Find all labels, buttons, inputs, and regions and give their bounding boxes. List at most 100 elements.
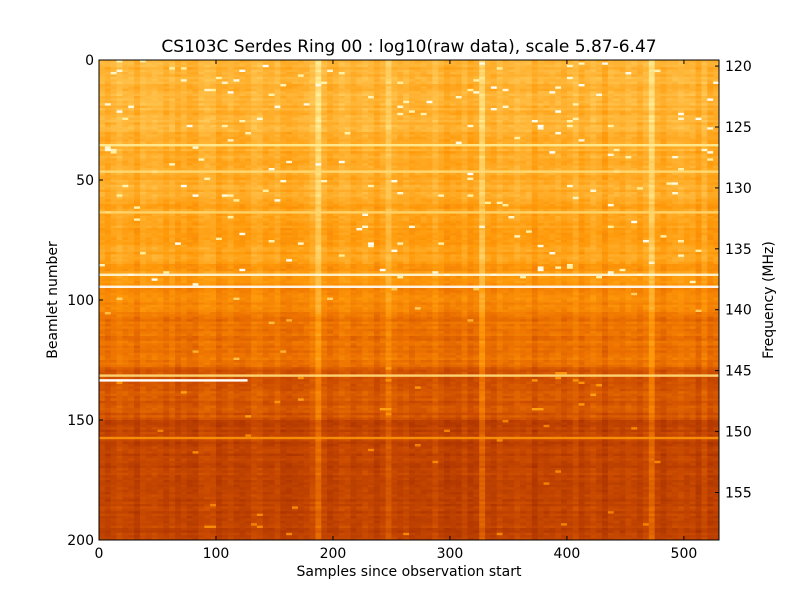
heatmap-cell [485,65,491,68]
heatmap-cell [655,74,661,77]
heatmap-cell [362,67,368,70]
heatmap-cell [368,134,374,137]
heatmap-cell [386,77,392,80]
heatmap-cell [368,98,374,101]
heatmap-cell [321,151,327,154]
heatmap-cell [374,132,380,135]
heatmap-cell [438,125,444,128]
heatmap-cell [239,89,245,92]
heatmap-cell [707,142,713,145]
heatmap-cell [216,168,222,171]
heatmap-cell [257,79,263,82]
heatmap-cell [269,96,275,99]
heatmap-cell [584,134,590,137]
heatmap-cell [239,130,245,133]
heatmap-cell [538,89,544,92]
heatmap-cell [122,163,128,166]
heatmap-cell [456,84,462,87]
heatmap-cell [544,77,550,80]
heatmap-cell [386,163,392,166]
heatmap-cell [520,122,526,125]
heatmap-cell [508,62,514,65]
heatmap-cell [421,122,427,125]
heatmap-cell [532,146,538,149]
heatmap-cell [678,101,684,104]
heatmap-cell [117,163,123,166]
heatmap-cell [105,125,111,128]
heatmap-cell [666,120,672,123]
heatmap-cell [263,127,269,130]
heatmap-cell [391,139,397,142]
heatmap-cell [555,84,561,87]
heatmap-cell [526,127,532,130]
heatmap-cell [497,163,503,166]
heatmap-cell [532,130,538,133]
heatmap-cell [590,168,596,171]
heatmap-cell [701,72,707,75]
heatmap-cell [497,132,503,135]
heatmap-cell [163,96,169,99]
heatmap-cell [163,108,169,111]
heatmap-cell [701,96,707,99]
heatmap-cell [298,115,304,118]
heatmap-cell [122,94,128,97]
heatmap-cell [602,120,608,123]
heatmap-cell [333,125,339,128]
heatmap-cell [333,122,339,125]
heatmap-cell [187,62,193,65]
heatmap-cell [707,84,713,87]
heatmap-cell [579,142,585,145]
heatmap-cell [391,77,397,80]
heatmap-cell [380,82,386,85]
heatmap-cell [520,91,526,94]
heatmap-cell [491,115,497,118]
heatmap-cell [239,151,245,154]
heatmap-cell [637,110,643,113]
heatmap-cell [99,62,105,65]
heatmap-cell [403,86,409,89]
heatmap-cell [473,62,479,65]
heatmap-cell [269,101,275,104]
heatmap-cell [327,156,333,159]
heatmap-cell [263,101,269,104]
heatmap-cell [204,67,210,70]
heatmap-cell [508,163,514,166]
heatmap-cell [450,142,456,145]
heatmap-cell [590,101,596,104]
heatmap-cell [251,72,257,75]
heatmap-cell [503,70,509,73]
heatmap-cell [538,118,544,121]
heatmap-cell [187,77,193,80]
heatmap-cell [479,122,485,125]
heatmap-cell [257,142,263,145]
heatmap-cell [696,82,702,85]
heatmap-cell [544,161,550,164]
heatmap-cell [216,146,222,149]
heatmap-cell [584,67,590,70]
heatmap-cell [444,146,450,149]
heatmap-cell [444,94,450,97]
heatmap-cell [520,72,526,75]
heatmap-cell [163,115,169,118]
heatmap-cell [655,168,661,171]
heatmap-cell [561,67,567,70]
heatmap-cell [444,142,450,145]
heatmap-cell [368,154,374,157]
heatmap-cell [122,89,128,92]
heatmap-cell [286,132,292,135]
heatmap-cell [432,142,438,145]
heatmap-cell [187,98,193,101]
heatmap-cell [310,118,316,121]
heatmap-cell [321,106,327,109]
heatmap-cell [222,115,228,118]
heatmap-cell [257,67,263,70]
heatmap-cell [637,70,643,73]
heatmap-cell [292,74,298,77]
heatmap-cell [438,149,444,152]
heatmap-cell [701,67,707,70]
heatmap-cell [222,118,228,121]
heatmap-cell [263,91,269,94]
heatmap-cell [690,62,696,65]
heatmap-cell [216,110,222,113]
heatmap-cell [111,101,117,104]
